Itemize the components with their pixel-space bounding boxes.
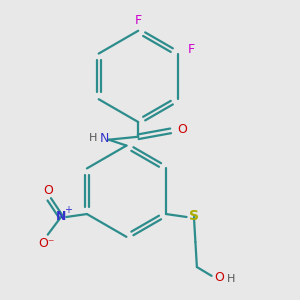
- Text: H: H: [88, 133, 97, 143]
- Text: F: F: [188, 43, 195, 56]
- Text: F: F: [135, 14, 142, 27]
- Text: S: S: [189, 208, 199, 223]
- Text: O: O: [214, 271, 224, 284]
- Text: H: H: [226, 274, 235, 284]
- Text: +: +: [64, 205, 72, 214]
- Text: N: N: [100, 132, 109, 145]
- Text: O: O: [43, 184, 53, 197]
- Text: O: O: [178, 123, 187, 136]
- Text: N: N: [56, 211, 66, 224]
- Text: O⁻: O⁻: [38, 237, 55, 250]
